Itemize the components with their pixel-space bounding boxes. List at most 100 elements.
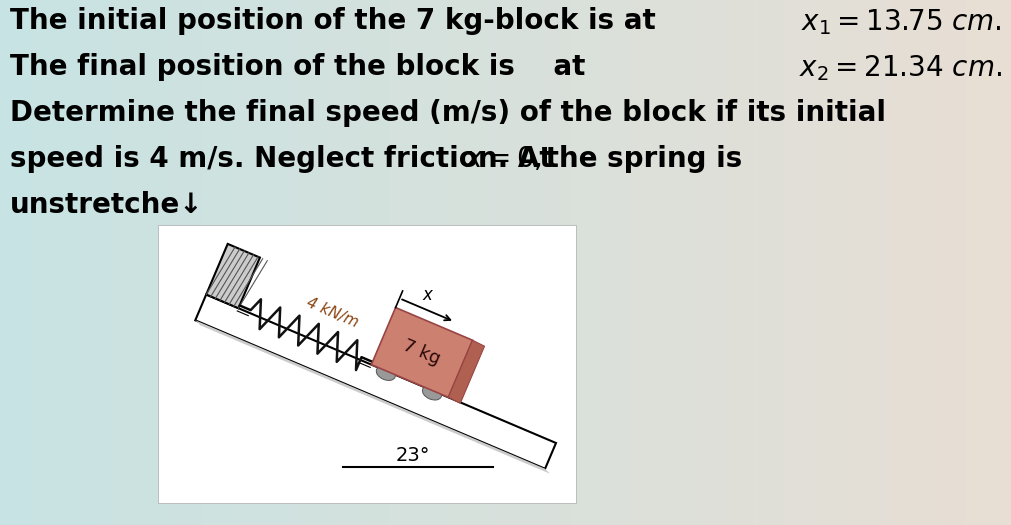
Bar xyxy=(384,0,389,525)
Bar xyxy=(30,0,35,525)
Bar xyxy=(10,0,15,525)
Bar xyxy=(86,0,91,525)
Bar xyxy=(895,0,900,525)
Bar xyxy=(789,0,794,525)
Bar xyxy=(905,0,910,525)
Bar xyxy=(313,0,318,525)
Bar xyxy=(612,0,617,525)
Bar xyxy=(106,0,111,525)
Bar xyxy=(212,0,217,525)
Bar xyxy=(829,0,834,525)
Bar xyxy=(197,0,202,525)
Polygon shape xyxy=(195,295,555,469)
Bar xyxy=(617,0,622,525)
Bar xyxy=(541,0,546,525)
Bar xyxy=(875,0,880,525)
Bar xyxy=(359,0,364,525)
Bar xyxy=(996,0,1001,525)
Bar xyxy=(324,0,329,525)
Bar xyxy=(516,0,521,525)
Bar xyxy=(627,0,632,525)
Bar xyxy=(768,0,773,525)
Bar xyxy=(425,0,430,525)
Bar xyxy=(318,0,324,525)
Bar xyxy=(804,0,809,525)
Bar xyxy=(278,0,283,525)
Bar xyxy=(131,0,136,525)
Bar xyxy=(227,0,233,525)
Text: The final position of the block is    at: The final position of the block is at xyxy=(10,53,594,81)
Bar xyxy=(222,0,227,525)
Polygon shape xyxy=(448,340,484,403)
Bar xyxy=(672,0,677,525)
Bar xyxy=(136,0,142,525)
Bar xyxy=(182,0,187,525)
Bar xyxy=(283,0,288,525)
Bar xyxy=(45,0,51,525)
Bar xyxy=(819,0,824,525)
Bar xyxy=(369,0,374,525)
Bar xyxy=(976,0,981,525)
Text: 4 kN/m: 4 kN/m xyxy=(303,295,360,330)
Bar xyxy=(91,0,96,525)
Bar xyxy=(698,0,703,525)
Bar xyxy=(379,0,384,525)
Bar xyxy=(506,0,511,525)
Bar xyxy=(273,0,278,525)
Bar xyxy=(15,0,20,525)
Bar xyxy=(293,0,298,525)
Bar xyxy=(869,0,875,525)
Bar xyxy=(864,0,869,525)
Bar xyxy=(217,0,222,525)
Bar xyxy=(430,0,435,525)
Bar xyxy=(950,0,955,525)
Bar xyxy=(460,0,465,525)
Bar xyxy=(748,0,753,525)
Bar xyxy=(399,0,404,525)
Bar xyxy=(177,0,182,525)
Bar xyxy=(642,0,647,525)
Bar xyxy=(349,0,354,525)
Bar xyxy=(389,0,394,525)
Bar xyxy=(465,0,470,525)
Bar xyxy=(607,0,612,525)
Bar xyxy=(243,0,248,525)
Bar xyxy=(440,0,445,525)
Bar xyxy=(526,0,531,525)
Text: unstretche↓: unstretche↓ xyxy=(10,191,203,219)
Bar xyxy=(490,0,495,525)
Bar xyxy=(591,0,596,525)
Bar xyxy=(986,0,991,525)
Bar xyxy=(859,0,864,525)
Text: The initial position of the 7 kg-block is at: The initial position of the 7 kg-block i… xyxy=(10,7,664,35)
Text: $x_2 = 21.34\ \mathit{cm}.$: $x_2 = 21.34\ \mathit{cm}.$ xyxy=(799,53,1001,83)
Bar xyxy=(308,0,313,525)
Text: Determine the final speed (m/s) of the block if its initial: Determine the final speed (m/s) of the b… xyxy=(10,99,885,127)
Bar xyxy=(693,0,698,525)
Bar xyxy=(586,0,591,525)
Bar xyxy=(632,0,637,525)
Bar xyxy=(981,0,986,525)
Bar xyxy=(667,0,672,525)
Bar xyxy=(5,0,10,525)
Bar xyxy=(61,0,66,525)
Bar xyxy=(880,0,885,525)
Bar xyxy=(66,0,71,525)
Bar xyxy=(966,0,971,525)
Bar xyxy=(303,0,308,525)
Bar xyxy=(1001,0,1006,525)
Bar xyxy=(172,0,177,525)
Bar xyxy=(152,0,157,525)
Bar xyxy=(758,0,763,525)
Bar xyxy=(794,0,799,525)
Bar xyxy=(40,0,45,525)
Bar xyxy=(354,0,359,525)
Bar xyxy=(415,0,420,525)
Bar xyxy=(733,0,738,525)
Bar xyxy=(480,0,485,525)
Bar xyxy=(809,0,814,525)
Bar xyxy=(56,0,61,525)
Bar xyxy=(536,0,541,525)
Bar xyxy=(233,0,238,525)
Bar xyxy=(930,0,935,525)
